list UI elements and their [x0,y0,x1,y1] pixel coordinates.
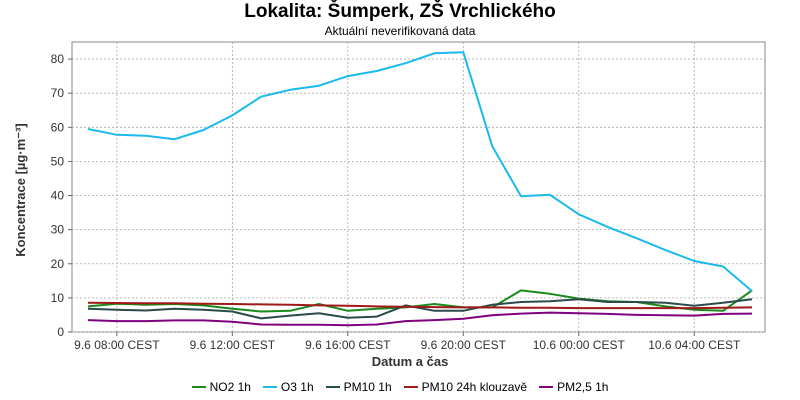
plot-area [71,41,766,333]
y-tick-label: 70 [51,86,65,100]
chart-subtitle: Aktuální neverifikovaná data [324,24,476,38]
y-tick-label: 60 [51,120,65,134]
x-tick-label: 10.6 00:00 CEST [533,338,626,352]
legend-label: PM2,5 1h [557,380,609,394]
legend-item-no2-1h: NO2 1h [191,380,251,394]
series-line-pm2-5-1h [87,311,753,327]
legend-label: NO2 1h [209,380,251,394]
y-tick-label: 80 [51,52,65,66]
y-tick-label: 30 [51,223,65,237]
grid [72,42,765,333]
series-lines [87,51,753,327]
chart-title: Lokalita: Šumperk, ZŠ Vrchlického [244,1,556,22]
y-tick-label: 10 [51,291,65,305]
legend-swatch [191,386,206,388]
legend-item-pm2-5-1h: PM2,5 1h [539,380,608,394]
legend-item-pm10-24h-klouzav: PM10 24h klouzavě [403,380,528,394]
legend-swatch [403,386,418,388]
series-line-pm10-24h-klouzav [87,301,753,310]
y-axis-label: Koncentrace [µg·m⁻³] [13,123,28,257]
y-tick-label: 50 [51,154,65,168]
legend-swatch [539,386,554,388]
x-tick-label: 9.6 12:00 CEST [190,338,276,352]
legend-swatch [325,386,340,388]
y-tick-label: 20 [51,257,65,271]
x-axis-label: Datum a čas [372,354,449,369]
y-axis-ticks: 0 10 20 30 40 50 60 70 80 [51,52,72,339]
legend-label: PM10 1h [343,380,392,394]
legend-item-o3-1h: O3 1h [262,380,314,394]
plot-frame [71,41,766,333]
chart-plot: 0 10 20 30 40 50 60 70 80 9.6 08:00 CEST 9.6 12:0… [13,41,766,369]
legend-label: O3 1h [280,380,314,394]
series-line-pm10-1h [87,298,753,320]
legend: NO2 1h O3 1h PM10 1h PM10 24h klouzavě PM2,5… [0,380,800,394]
series-line-o3-1h [87,51,753,292]
legend-swatch [262,386,277,388]
x-tick-label: 10.6 04:00 CEST [648,338,741,352]
x-tick-label: 9.6 16:00 CEST [305,338,391,352]
legend-item-pm10-1h: PM10 1h [325,380,392,394]
x-tick-label: 9.6 08:00 CEST [74,338,160,352]
y-tick-label: 40 [51,189,65,203]
y-tick-label: 0 [57,325,64,339]
x-axis-ticks: 9.6 08:00 CEST 9.6 12:00 CEST 9.6 16:00 CE… [74,332,741,352]
legend-label: PM10 24h klouzavě [421,380,528,394]
x-tick-label: 9.6 20:00 CEST [421,338,507,352]
